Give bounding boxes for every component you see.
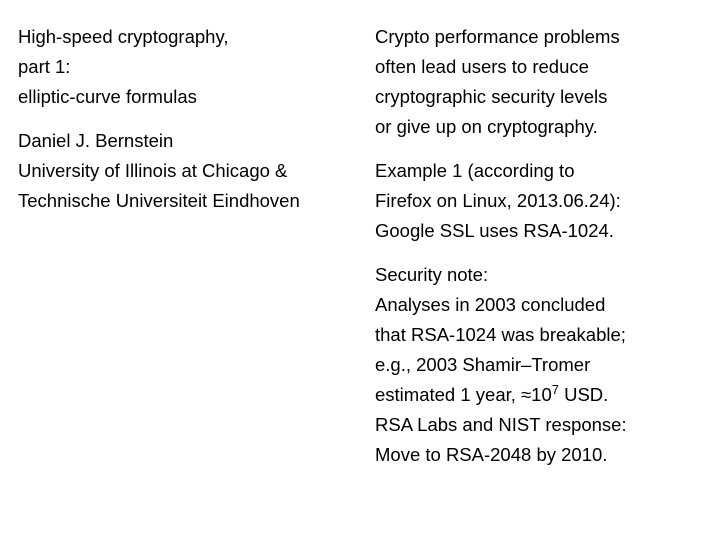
author-line: Daniel J. Bernstein xyxy=(18,126,345,156)
text-line: estimated 1 year, ≈107 USD. xyxy=(375,380,702,410)
title-line: High-speed cryptography, xyxy=(18,22,345,52)
text-line: e.g., 2003 Shamir–Tromer xyxy=(375,350,702,380)
text-line: Example 1 (according to xyxy=(375,156,702,186)
paragraph: Crypto performance problems often lead u… xyxy=(375,22,702,142)
text-line: Analyses in 2003 concluded xyxy=(375,290,702,320)
author-line: University of Illinois at Chicago & xyxy=(18,156,345,186)
text-line: RSA Labs and NIST response: xyxy=(375,410,702,440)
title-block: High-speed cryptography, part 1: ellipti… xyxy=(18,22,345,112)
text-line: Security note: xyxy=(375,260,702,290)
paragraph: Example 1 (according to Firefox on Linux… xyxy=(375,156,702,246)
superscript: 7 xyxy=(552,382,559,397)
text-fragment: USD. xyxy=(559,384,608,405)
left-column: High-speed cryptography, part 1: ellipti… xyxy=(18,22,345,518)
author-block: Daniel J. Bernstein University of Illino… xyxy=(18,126,345,216)
title-line: part 1: xyxy=(18,52,345,82)
text-line: Move to RSA-2048 by 2010. xyxy=(375,440,702,470)
text-line: that RSA-1024 was breakable; xyxy=(375,320,702,350)
text-line: or give up on cryptography. xyxy=(375,112,702,142)
paragraph: Security note: Analyses in 2003 conclude… xyxy=(375,260,702,470)
text-line: Crypto performance problems xyxy=(375,22,702,52)
text-fragment: estimated 1 year, ≈10 xyxy=(375,384,552,405)
text-line: cryptographic security levels xyxy=(375,82,702,112)
text-line: Google SSL uses RSA-1024. xyxy=(375,216,702,246)
text-line: Firefox on Linux, 2013.06.24): xyxy=(375,186,702,216)
right-column: Crypto performance problems often lead u… xyxy=(375,22,702,518)
title-line: elliptic-curve formulas xyxy=(18,82,345,112)
text-line: often lead users to reduce xyxy=(375,52,702,82)
slide: High-speed cryptography, part 1: ellipti… xyxy=(18,22,702,518)
author-line: Technische Universiteit Eindhoven xyxy=(18,186,345,216)
